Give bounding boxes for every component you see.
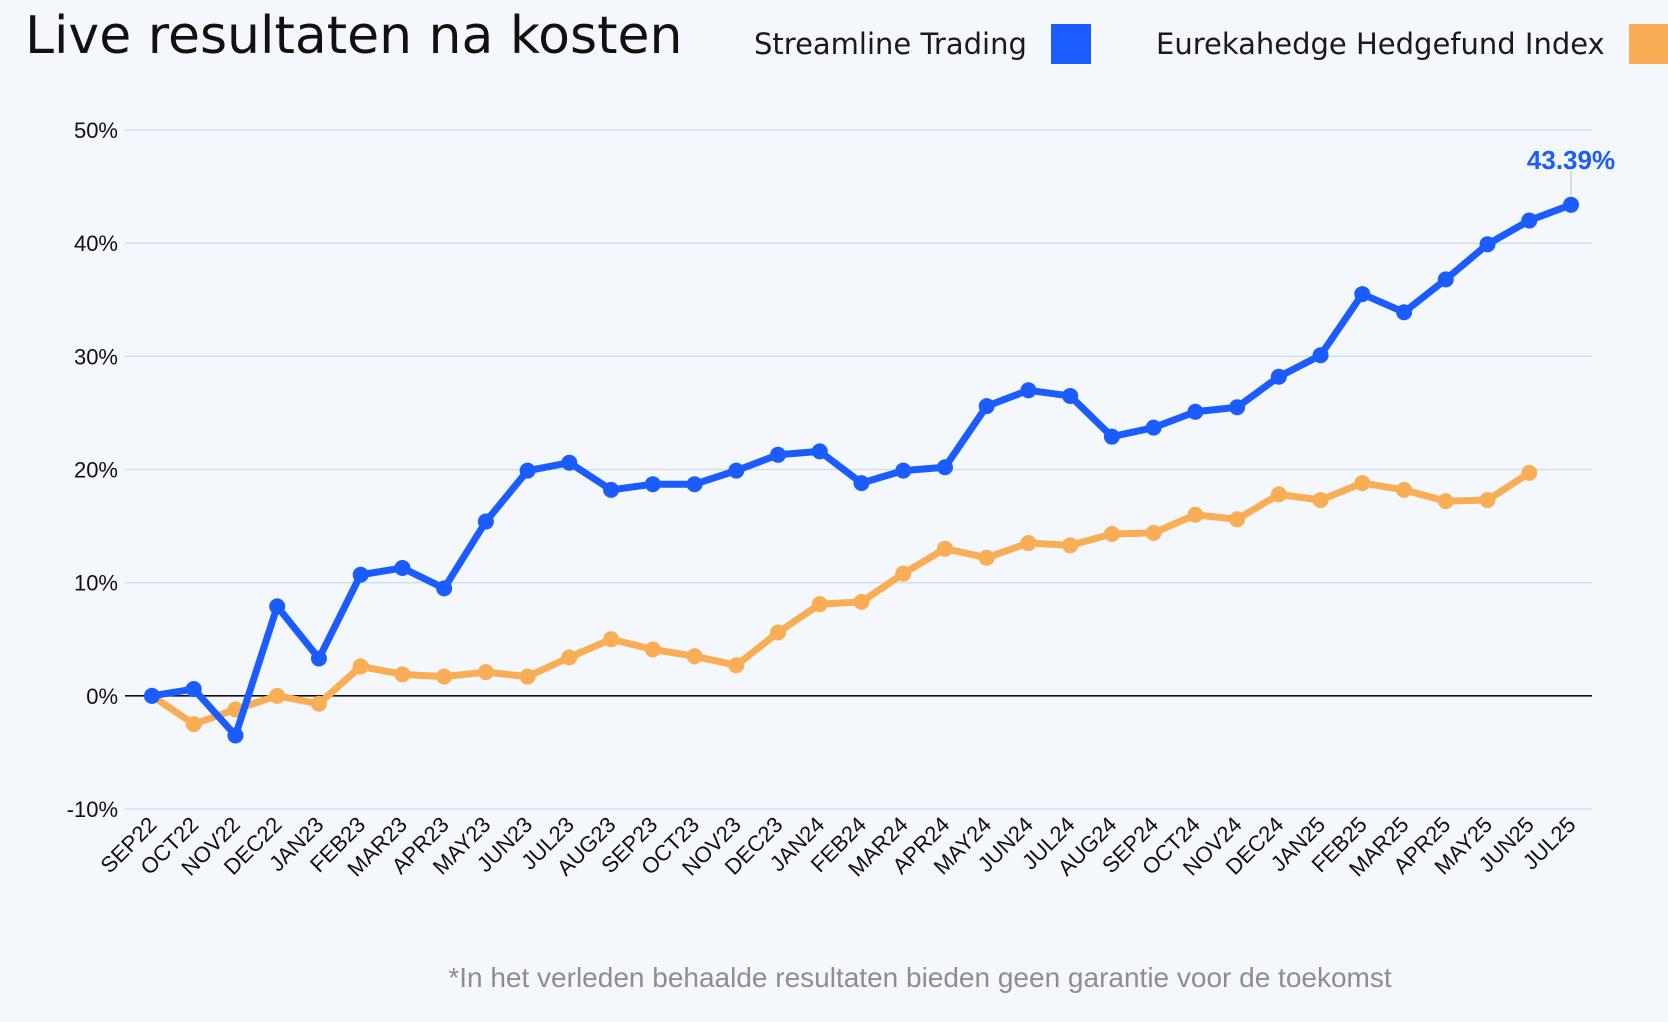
data-point-eurekahedge bbox=[436, 668, 453, 685]
data-point-streamline bbox=[686, 476, 703, 493]
data-point-streamline bbox=[561, 454, 578, 471]
data-point-streamline bbox=[728, 462, 745, 479]
data-point-eurekahedge bbox=[1103, 526, 1120, 543]
data-point-eurekahedge bbox=[1229, 511, 1246, 528]
y-tick-label: 0% bbox=[86, 684, 118, 709]
data-point-streamline bbox=[1270, 368, 1287, 385]
data-point-eurekahedge bbox=[644, 641, 661, 658]
data-point-streamline bbox=[603, 481, 620, 498]
end-value-label: 43.39% bbox=[1527, 145, 1615, 175]
y-tick-label: 30% bbox=[74, 344, 118, 369]
data-point-streamline bbox=[1354, 286, 1371, 303]
data-point-eurekahedge bbox=[310, 695, 327, 712]
data-point-streamline bbox=[1521, 212, 1538, 229]
y-tick-label: 40% bbox=[74, 231, 118, 256]
data-point-eurekahedge bbox=[1020, 535, 1037, 552]
legend-item-streamline: Streamline Trading bbox=[754, 22, 1091, 66]
data-point-streamline bbox=[1396, 304, 1413, 321]
data-point-streamline bbox=[394, 559, 411, 576]
data-point-streamline bbox=[1103, 428, 1120, 445]
data-point-eurekahedge bbox=[936, 540, 953, 557]
data-point-eurekahedge bbox=[269, 687, 286, 704]
data-point-eurekahedge bbox=[185, 716, 202, 733]
data-point-streamline bbox=[1563, 196, 1579, 213]
data-point-streamline bbox=[1020, 382, 1037, 399]
data-point-eurekahedge bbox=[770, 624, 787, 641]
data-point-streamline bbox=[1479, 236, 1496, 253]
y-tick-label: 20% bbox=[74, 458, 118, 483]
legend-item-eurekahedge: Eurekahedge Hedgefund Index bbox=[1156, 22, 1668, 66]
data-point-streamline bbox=[352, 566, 369, 583]
data-point-streamline bbox=[811, 443, 828, 460]
y-tick-label: 50% bbox=[74, 118, 118, 143]
data-point-streamline bbox=[644, 476, 661, 493]
data-point-eurekahedge bbox=[352, 658, 369, 675]
data-point-streamline bbox=[770, 446, 787, 463]
data-point-eurekahedge bbox=[686, 648, 703, 665]
data-point-streamline bbox=[310, 650, 327, 667]
legend-swatch-eurekahedge bbox=[1628, 24, 1668, 64]
legend-label-streamline: Streamline Trading bbox=[754, 27, 1027, 61]
series-line-eurekahedge bbox=[148, 469, 1533, 728]
data-point-streamline bbox=[895, 462, 912, 479]
data-point-eurekahedge bbox=[1270, 486, 1287, 503]
data-point-streamline bbox=[185, 681, 202, 698]
data-point-eurekahedge bbox=[1479, 492, 1496, 509]
y-tick-label: -10% bbox=[67, 797, 118, 822]
data-point-eurekahedge bbox=[1396, 481, 1413, 498]
footnote: *In het verleden behaalde resultaten bie… bbox=[448, 962, 1392, 993]
data-point-eurekahedge bbox=[1187, 506, 1204, 523]
data-point-eurekahedge bbox=[1062, 537, 1079, 554]
legend-swatch-streamline bbox=[1050, 24, 1091, 64]
data-point-eurekahedge bbox=[561, 649, 578, 666]
data-point-streamline bbox=[144, 687, 160, 704]
data-point-eurekahedge bbox=[978, 549, 995, 566]
data-point-eurekahedge bbox=[853, 593, 870, 610]
data-point-streamline bbox=[436, 580, 453, 597]
data-point-streamline bbox=[519, 462, 536, 479]
data-point-streamline bbox=[1437, 271, 1454, 288]
data-point-streamline bbox=[936, 459, 953, 476]
data-point-streamline bbox=[1145, 419, 1162, 436]
data-point-eurekahedge bbox=[394, 666, 411, 683]
data-point-eurekahedge bbox=[477, 664, 494, 681]
data-point-eurekahedge bbox=[1437, 493, 1454, 510]
data-point-eurekahedge bbox=[728, 657, 745, 674]
data-point-streamline bbox=[1062, 387, 1079, 404]
data-point-eurekahedge bbox=[1312, 492, 1329, 509]
data-point-eurekahedge bbox=[1354, 475, 1371, 492]
data-point-streamline bbox=[1229, 399, 1246, 416]
data-point-streamline bbox=[1187, 403, 1204, 420]
y-tick-label: 10% bbox=[74, 571, 118, 596]
data-point-eurekahedge bbox=[895, 565, 912, 582]
data-point-eurekahedge bbox=[603, 631, 620, 648]
data-point-eurekahedge bbox=[811, 596, 828, 613]
data-point-streamline bbox=[853, 475, 870, 492]
data-point-streamline bbox=[1312, 347, 1329, 364]
legend-label-eurekahedge: Eurekahedge Hedgefund Index bbox=[1156, 27, 1605, 61]
data-point-streamline bbox=[978, 398, 995, 415]
chart-title: Live resultaten na kosten bbox=[25, 6, 683, 66]
data-point-streamline bbox=[227, 727, 244, 744]
data-point-eurekahedge bbox=[519, 668, 536, 685]
data-point-eurekahedge bbox=[1521, 464, 1538, 481]
data-point-eurekahedge bbox=[1145, 524, 1162, 541]
data-point-streamline bbox=[269, 598, 286, 615]
data-point-streamline bbox=[477, 513, 494, 530]
